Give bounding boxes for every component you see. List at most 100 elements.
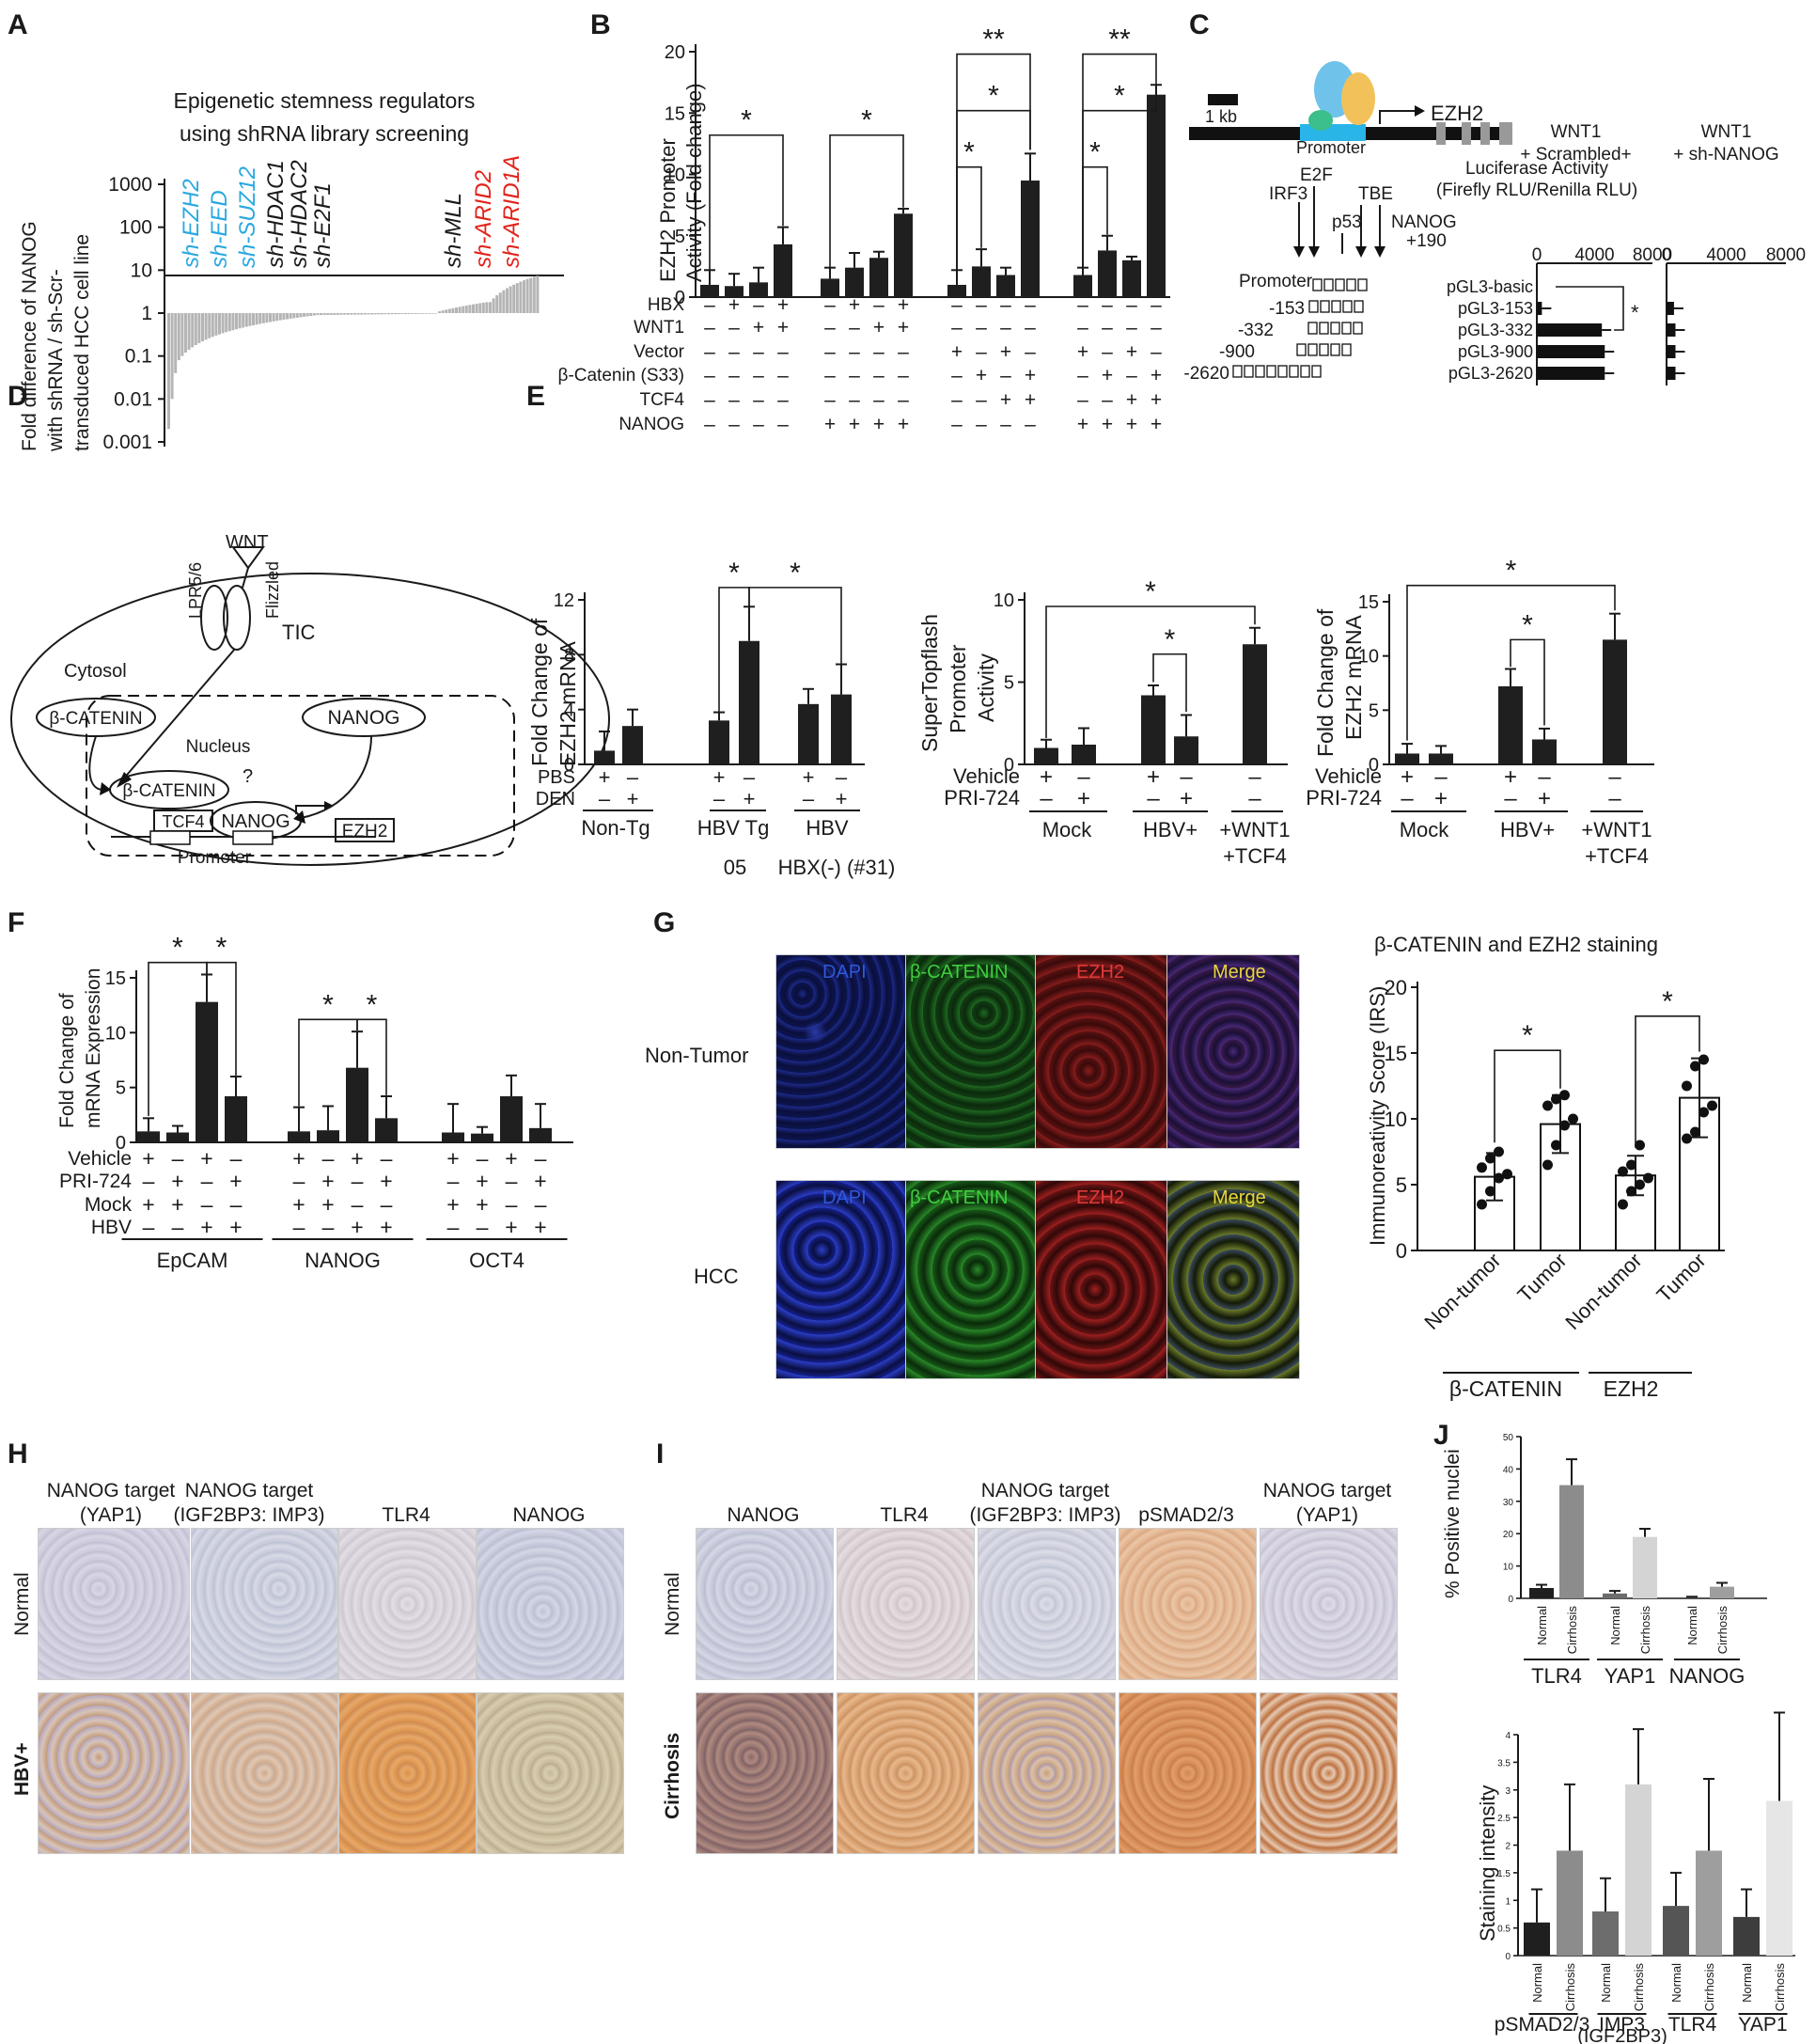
- a-bar: [225, 313, 228, 333]
- i-yap1-cirrhosis: [1260, 1692, 1398, 1854]
- g-point: [1618, 1199, 1628, 1210]
- e1-cond: +: [803, 765, 815, 789]
- g-point: [1682, 1080, 1692, 1092]
- a-bar: [472, 304, 475, 313]
- g-ytick-label: 10: [1385, 1108, 1407, 1131]
- a-bar: [272, 313, 275, 322]
- g-sig-bracket: [1494, 1049, 1561, 1143]
- g-point: [1502, 1169, 1512, 1180]
- g-point: [1707, 1100, 1717, 1111]
- b-sig-star: **: [982, 24, 1005, 55]
- j1-category: Normal: [1685, 1606, 1699, 1645]
- b-cond: –: [1077, 317, 1088, 338]
- e3-cond: –: [1434, 764, 1448, 790]
- i-imp3-cirrhosis: [978, 1692, 1116, 1854]
- e2-cond: +: [1147, 764, 1160, 790]
- b-cond: +: [824, 414, 836, 435]
- a-bar: [227, 313, 231, 332]
- c-construct-box: [1354, 300, 1364, 313]
- f-cond: –: [143, 1169, 155, 1193]
- f-sig-star: *: [322, 989, 334, 1020]
- hit-eed: sh-EED: [207, 190, 232, 268]
- e2-group: HBV+: [1143, 818, 1198, 841]
- b-cond: –: [704, 294, 715, 316]
- b-cond: –: [976, 341, 987, 363]
- b-cond: +: [1126, 414, 1137, 435]
- c-scr-title2: + Scrambled+: [1520, 145, 1631, 165]
- j2-bar: [1733, 1916, 1760, 1956]
- a-bar: [363, 313, 367, 315]
- g-row-nontumor: Non-Tumor: [645, 1044, 748, 1067]
- e2-bar: [1072, 745, 1096, 764]
- e3-bar: [1603, 639, 1627, 764]
- panel-letter-f: F: [8, 907, 25, 938]
- e3-cond: –: [1608, 786, 1621, 811]
- a-bar: [275, 313, 279, 322]
- c-sig-bracket: [1556, 286, 1624, 331]
- c-construct-box: [1320, 300, 1330, 313]
- site-e2f: E2F: [1300, 165, 1333, 185]
- b-cond: –: [1025, 414, 1036, 435]
- a-bar: [326, 313, 330, 316]
- e1-group-sub: HBX(-) (#31): [778, 856, 896, 879]
- b-cond: –: [1025, 341, 1036, 363]
- e1-cond: –: [744, 765, 756, 789]
- h-tlr4-hbv: [338, 1692, 477, 1854]
- a-bar: [292, 313, 296, 319]
- b-bar: [845, 267, 864, 297]
- g-point: [1477, 1162, 1487, 1173]
- bcat-cyto: β-CATENIN: [49, 709, 142, 729]
- b-row-label: NANOG: [618, 415, 684, 434]
- f-cond: –: [477, 1146, 489, 1171]
- e3-cond: –: [1504, 786, 1517, 811]
- g-mean-bar: [1540, 1123, 1581, 1251]
- f-cond: +: [292, 1192, 305, 1217]
- f-cond: –: [201, 1169, 213, 1193]
- cell-outline: [10, 573, 610, 866]
- e2-bar: [1034, 747, 1058, 764]
- panel-letter-i: I: [656, 1439, 665, 1470]
- e1-group: Non-Tg: [581, 816, 650, 840]
- h-nanog-hbv: [477, 1692, 624, 1854]
- f-cond: –: [506, 1169, 518, 1193]
- bcat-nuc: β-CATENIN: [122, 781, 215, 801]
- e1-cond: +: [713, 765, 726, 789]
- b-cond: –: [1102, 341, 1113, 363]
- i-col1: NANOG: [727, 1504, 799, 1526]
- c-construct-box: [1353, 322, 1363, 335]
- g-mean-bar: [1679, 1096, 1720, 1251]
- h-col4: NANOG: [512, 1504, 585, 1526]
- b-cond: –: [753, 341, 764, 363]
- a-bar: [407, 313, 411, 314]
- g-category: Non-tumor: [1560, 1249, 1646, 1334]
- b-cond: –: [976, 317, 987, 338]
- b-cond: –: [976, 294, 987, 316]
- e2-cond: –: [1077, 764, 1090, 790]
- promoter-label: Promoter: [1296, 138, 1366, 157]
- b-ytick-label: 0: [675, 288, 685, 308]
- j2-ytick-label: 2: [1505, 1842, 1511, 1852]
- g-point: [1643, 1172, 1653, 1184]
- c-category-label: pGL3-900: [1458, 342, 1533, 361]
- a-bar: [455, 307, 458, 313]
- e3-sig-star: *: [1506, 556, 1517, 587]
- b-cond: +: [1077, 414, 1088, 435]
- a-ytick-label: 0.001: [102, 432, 152, 453]
- g-point: [1542, 1100, 1553, 1111]
- a-bar: [174, 313, 178, 373]
- g-point: [1635, 1179, 1645, 1190]
- a-bar: [536, 275, 540, 313]
- a-bar: [303, 313, 305, 317]
- j1-bar: [1559, 1485, 1584, 1598]
- e1-cond: –: [713, 787, 726, 810]
- a-bar: [320, 313, 322, 316]
- b-cond: +: [1126, 389, 1137, 411]
- c-shn-bar: [1667, 323, 1676, 337]
- e1-bar: [831, 694, 852, 764]
- panel-letter-b: B: [590, 9, 611, 40]
- e1-cond: –: [836, 765, 848, 789]
- e2-sig-bracket: [1152, 653, 1187, 712]
- f-cond: –: [230, 1192, 243, 1217]
- b-cond: –: [873, 341, 885, 363]
- b-cond: –: [728, 317, 740, 338]
